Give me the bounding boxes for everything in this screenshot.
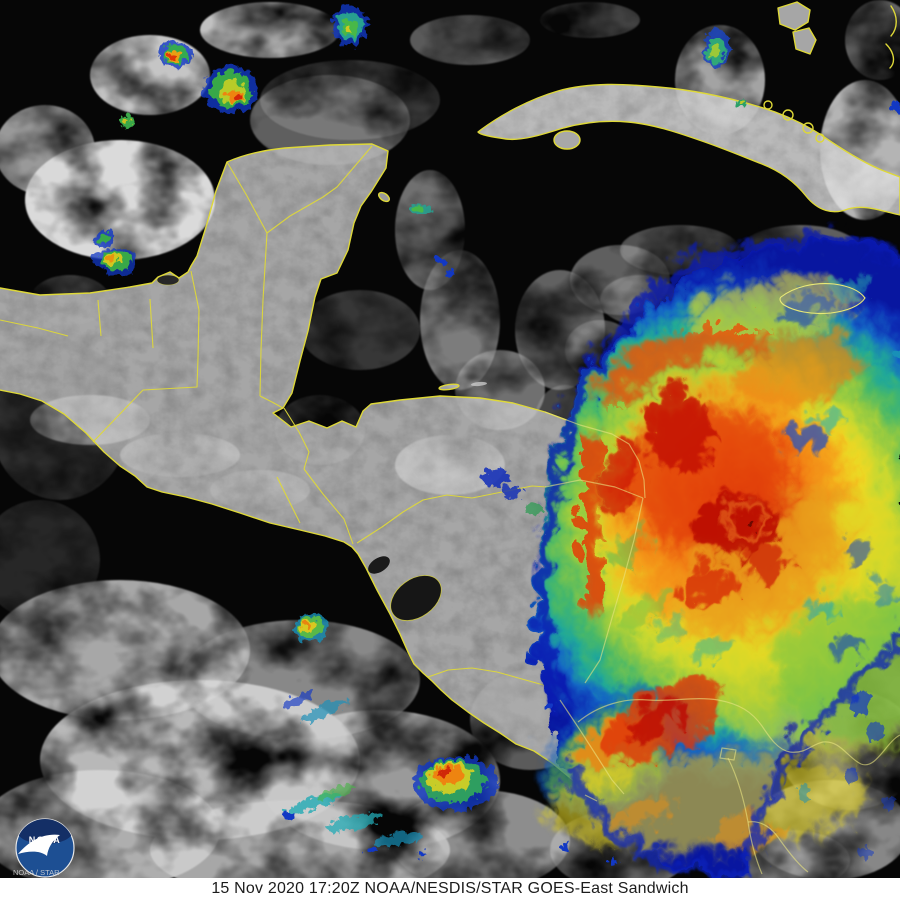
noaa-logo: NOAA NOAA / STAR [13, 818, 75, 878]
storm-cells [91, 2, 900, 861]
hurricane-iota [526, 227, 900, 876]
bahamas-island [793, 28, 816, 54]
lake-managua [368, 556, 390, 574]
jamaica-outline [779, 283, 866, 315]
isla-juventud [554, 131, 580, 149]
borders-through-storm [544, 283, 900, 875]
bahamas-island [778, 2, 810, 30]
lakes [156, 274, 442, 621]
lake-nicaragua [390, 575, 442, 621]
noaa-gull-icon [18, 834, 60, 856]
caption-bar: 15 Nov 2020 17:20Z NOAA/NESDIS/STAR GOES… [0, 878, 900, 900]
laguna-terminos [156, 274, 180, 286]
noaa-logo-text: NOAA [29, 835, 62, 845]
hurricane-eye [736, 510, 746, 520]
caption-text: 15 Nov 2020 17:20Z NOAA/NESDIS/STAR GOES… [211, 880, 689, 897]
noaa-star-label: NOAA / STAR [13, 868, 60, 877]
